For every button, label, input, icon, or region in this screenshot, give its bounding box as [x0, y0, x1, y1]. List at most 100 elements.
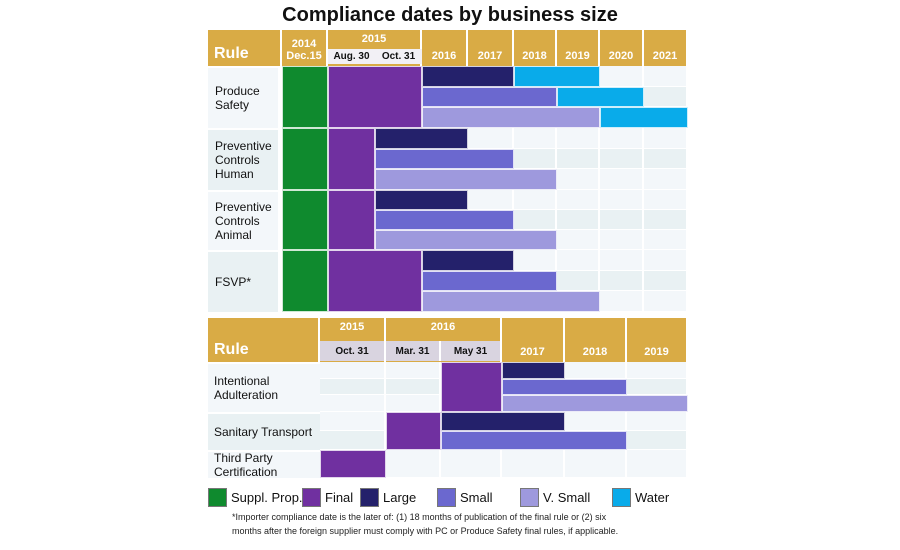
rule-label: Intentional Adulteration	[208, 362, 320, 412]
grid-cell	[557, 128, 600, 149]
grid-cell	[557, 210, 600, 230]
legend-swatch	[208, 488, 227, 507]
rule-label: Preventive Controls Animal	[208, 190, 278, 250]
bar-v-small	[375, 230, 557, 250]
bar-final	[320, 450, 386, 478]
rule-label: Preventive Controls Human	[208, 128, 278, 190]
bar-water	[514, 66, 600, 87]
legend-swatch	[612, 488, 631, 507]
year-header: 2016	[422, 30, 468, 66]
grid-cell	[386, 362, 441, 379]
bar-suppl-prop	[282, 128, 328, 190]
grid-cell	[468, 128, 514, 149]
rule-label: Produce Safety	[208, 66, 278, 128]
grid-cell	[600, 250, 644, 271]
legend-item-v-small: V. Small	[520, 488, 590, 507]
year-header: 2018	[565, 318, 627, 362]
rule-header: Rule	[208, 30, 282, 66]
legend-item-large: Large	[360, 488, 416, 507]
grid-cell	[557, 230, 600, 250]
grid-cell	[644, 66, 688, 87]
year-label: 2014	[291, 38, 317, 50]
bar-v-small	[502, 395, 688, 412]
rule-label: FSVP*	[208, 250, 278, 312]
legend-item-suppl-prop: Suppl. Prop.	[208, 488, 303, 507]
grid-cell	[557, 148, 600, 170]
date-subheader: Oct. 31	[320, 341, 386, 361]
grid-cell	[644, 148, 688, 170]
bar-small	[375, 148, 514, 170]
grid-cell	[502, 450, 565, 478]
bar-water	[557, 86, 644, 108]
year-header: 2021	[644, 30, 688, 66]
grid-cell	[468, 190, 514, 210]
year-header: 2017	[502, 318, 565, 362]
grid-cell	[514, 148, 557, 170]
grid-cell	[600, 148, 644, 170]
grid-cell	[320, 431, 386, 450]
grid-cell	[644, 230, 688, 250]
bar-small	[375, 210, 514, 230]
date-subheader: Oct. 31	[375, 49, 422, 64]
grid-cell	[644, 190, 688, 210]
grid-cell	[557, 190, 600, 210]
legend-label: Large	[383, 490, 417, 505]
grid-cell	[600, 190, 644, 210]
grid-cell	[600, 230, 644, 250]
grid-cell	[644, 270, 688, 292]
bar-small	[502, 378, 627, 396]
grid-cell	[627, 362, 688, 379]
grid-cell	[557, 270, 600, 292]
bar-v-small	[422, 107, 600, 128]
legend-label: V. Small	[543, 490, 591, 505]
year-header: 2018	[514, 30, 557, 66]
legend-swatch	[302, 488, 321, 507]
bar-final	[328, 190, 375, 250]
bar-v-small	[422, 291, 600, 312]
grid-cell	[600, 128, 644, 149]
chart-title: Compliance dates by business size	[282, 4, 618, 26]
legend-item-water: Water	[612, 488, 669, 507]
grid-cell	[514, 190, 557, 210]
bar-large	[441, 412, 565, 431]
bar-suppl-prop	[282, 190, 328, 250]
legend-swatch	[360, 488, 379, 507]
grid-cell	[386, 450, 441, 478]
footnote-line-1: *Importer compliance date is the later o…	[232, 512, 607, 522]
bar-large	[422, 250, 514, 271]
grid-cell	[441, 450, 502, 478]
bar-small	[422, 86, 557, 108]
bar-small	[422, 270, 557, 292]
bar-large	[502, 362, 565, 379]
grid-cell	[386, 395, 441, 412]
date-subheader: May 31	[441, 341, 502, 361]
bar-final	[328, 250, 422, 312]
grid-cell	[644, 291, 688, 312]
year-header: 2019	[627, 318, 688, 362]
bar-final	[441, 362, 502, 412]
rule-label: Third Party Certification	[208, 450, 320, 479]
grid-cell	[514, 250, 557, 271]
grid-cell	[565, 450, 627, 478]
bar-final	[328, 66, 422, 128]
grid-cell	[320, 362, 386, 379]
bar-water	[600, 107, 688, 128]
grid-cell	[514, 128, 557, 149]
bar-large	[375, 190, 468, 210]
grid-cell	[386, 378, 441, 396]
legend-swatch	[520, 488, 539, 507]
year-header: 2017	[468, 30, 514, 66]
grid-cell	[644, 250, 688, 271]
legend-label: Suppl. Prop.	[231, 490, 303, 505]
grid-cell	[514, 210, 557, 230]
grid-cell	[320, 395, 386, 412]
grid-cell	[644, 210, 688, 230]
legend-label: Final	[325, 490, 354, 505]
grid-cell	[557, 250, 600, 271]
grid-cell	[565, 362, 627, 379]
bar-final	[386, 412, 441, 450]
bar-suppl-prop	[282, 250, 328, 312]
grid-cell	[627, 378, 688, 396]
bar-suppl-prop	[282, 66, 328, 128]
grid-cell	[627, 450, 688, 478]
